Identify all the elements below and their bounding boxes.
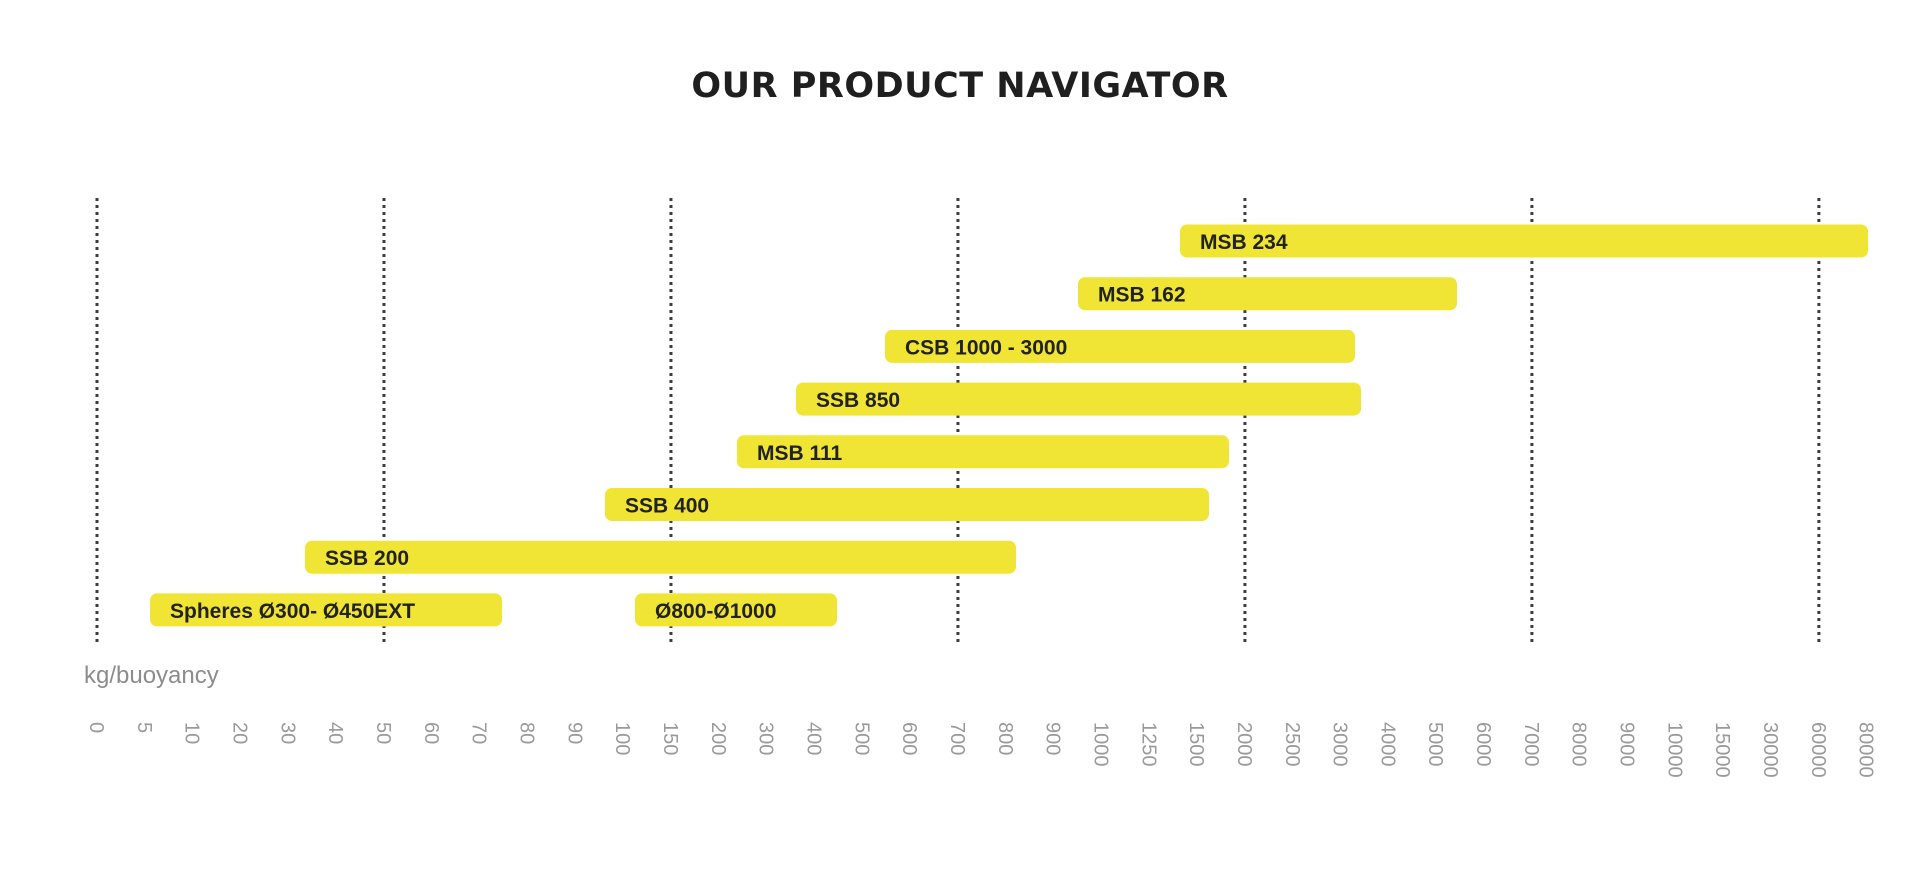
tick-label: 40 bbox=[324, 722, 346, 744]
tick-label: 8000 bbox=[1568, 722, 1590, 767]
tick-label: 200 bbox=[707, 722, 729, 755]
tick-label: 4000 bbox=[1376, 722, 1398, 767]
tick-label: 2000 bbox=[1233, 722, 1255, 767]
tick-label: 5 bbox=[133, 722, 155, 733]
tick-label: 1250 bbox=[1137, 722, 1159, 767]
tick-label: 500 bbox=[850, 722, 872, 755]
tick-label: 70 bbox=[468, 722, 490, 744]
x-axis-label: kg/buoyancy bbox=[84, 662, 219, 689]
tick-label: 7000 bbox=[1520, 722, 1542, 767]
bar bbox=[635, 593, 837, 627]
bars: MSB 234 MSB 162 CSB 1000 - 3000 SSB 850 MSB … bbox=[150, 224, 1868, 627]
tick-label: 0 bbox=[85, 722, 107, 733]
bar-label: Ø800-Ø1000 bbox=[655, 600, 776, 623]
tick-label: 300 bbox=[755, 722, 777, 755]
tick-label: 80 bbox=[515, 722, 537, 744]
bar bbox=[605, 488, 1209, 521]
tick-label: 9000 bbox=[1616, 722, 1638, 767]
bar-label: MSB 162 bbox=[1098, 284, 1186, 307]
bar-label: MSB 234 bbox=[1200, 231, 1288, 254]
tick-label: 5000 bbox=[1424, 722, 1446, 767]
bar-label: SSB 400 bbox=[625, 495, 709, 518]
bar bbox=[737, 435, 1229, 469]
page-title: OUR PRODUCT NAVIGATOR bbox=[691, 66, 1229, 106]
tick-label: 20 bbox=[228, 722, 250, 744]
tick-label: 10 bbox=[181, 722, 203, 744]
tick-label: 900 bbox=[1042, 722, 1064, 755]
tick-label: 100 bbox=[611, 722, 633, 755]
bar-label: Spheres Ø300- Ø450EXT bbox=[170, 600, 415, 623]
tick-label: 15000 bbox=[1711, 722, 1733, 778]
bar bbox=[305, 540, 1016, 574]
tick-label: 6000 bbox=[1472, 722, 1494, 767]
tick-label: 600 bbox=[898, 722, 920, 755]
tick-label: 50 bbox=[372, 722, 394, 744]
tick-label: 90 bbox=[563, 722, 585, 744]
tick-label: 30 bbox=[276, 722, 298, 744]
tick-label: 2500 bbox=[1281, 722, 1303, 767]
tick-label: 700 bbox=[946, 722, 968, 755]
gridlines bbox=[95, 198, 1821, 646]
tick-label: 150 bbox=[659, 722, 681, 755]
tick-label: 10000 bbox=[1663, 722, 1685, 778]
tick-label: 60 bbox=[420, 722, 442, 744]
bar-label: CSB 1000 - 3000 bbox=[905, 336, 1067, 359]
tick-label: 3000 bbox=[1329, 722, 1351, 767]
bar bbox=[1078, 277, 1457, 311]
tick-label: 80000 bbox=[1855, 722, 1877, 778]
tick-label: 60000 bbox=[1807, 722, 1829, 778]
tick-label: 1500 bbox=[1185, 722, 1207, 767]
bar-label: MSB 111 bbox=[757, 442, 843, 465]
bar bbox=[796, 382, 1361, 416]
tick-label: 30000 bbox=[1759, 722, 1781, 778]
tick-label: 1000 bbox=[1089, 722, 1111, 767]
tick-label: 800 bbox=[994, 722, 1016, 755]
tick-label: 400 bbox=[802, 722, 824, 755]
bar bbox=[150, 593, 502, 627]
bar bbox=[885, 329, 1355, 363]
x-axis-ticks: 0 5 10 20 30 40 50 60 70 80 90 100 150 200 300 400 500 60… bbox=[85, 722, 1877, 778]
bar-label: SSB 850 bbox=[816, 389, 900, 412]
bar bbox=[1180, 224, 1868, 258]
bar-label: SSB 200 bbox=[325, 547, 409, 570]
